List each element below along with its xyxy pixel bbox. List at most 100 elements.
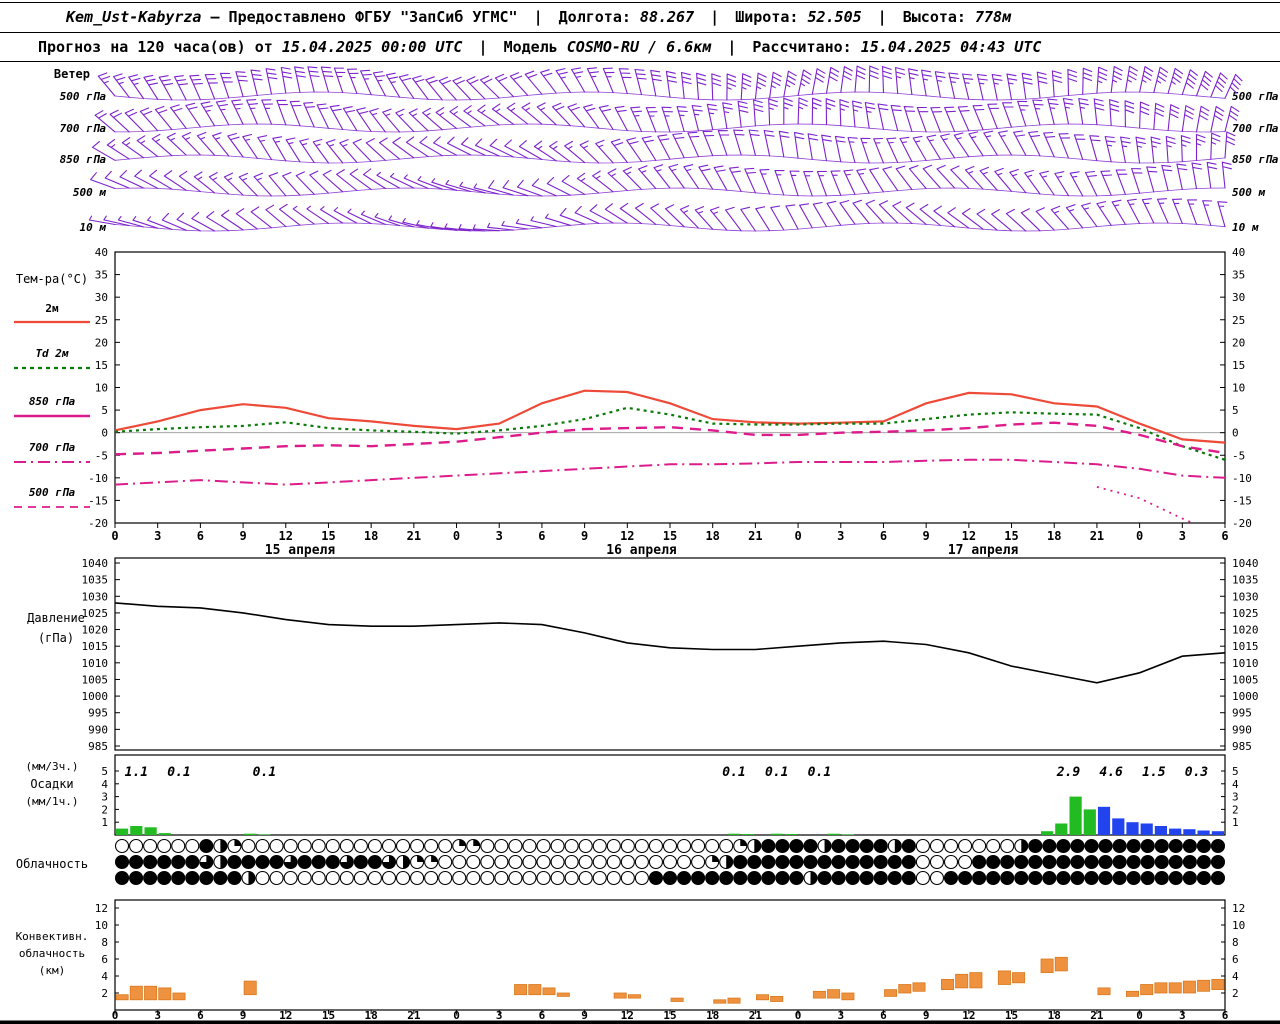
svg-text:15: 15: [1004, 529, 1018, 543]
convective-bar: [713, 999, 727, 1004]
svg-text:4: 4: [101, 778, 108, 791]
svg-text:2: 2: [101, 987, 108, 1000]
svg-text:5: 5: [1232, 404, 1239, 417]
svg-text:12: 12: [620, 529, 634, 543]
cloud-symbol: [395, 870, 411, 886]
convective-bar: [1168, 982, 1182, 994]
svg-text:12: 12: [279, 1009, 292, 1022]
svg-text:4: 4: [1232, 970, 1239, 983]
cloud-symbol: [634, 838, 649, 854]
latitude-label: Широта:: [735, 8, 799, 26]
svg-text:1000: 1000: [82, 690, 109, 703]
svg-text:6: 6: [1232, 953, 1239, 966]
svg-text:15: 15: [663, 1009, 676, 1022]
svg-text:(км): (км): [39, 964, 66, 977]
temperature-legend: Тем-ра(°C) 2м Td 2м 850 гПа 700 гПа 500 гПа: [14, 272, 90, 508]
svg-text:1035: 1035: [1232, 574, 1259, 587]
precip-bar: [116, 828, 129, 835]
precip-bar: [1112, 818, 1125, 835]
cloud-symbol: [367, 838, 382, 854]
temp-series-3: [115, 458, 1225, 486]
svg-text:2м: 2м: [45, 302, 59, 315]
svg-text:15: 15: [95, 359, 108, 372]
svg-text:6: 6: [101, 953, 108, 966]
convective-bar: [670, 997, 684, 1002]
svg-text:850 гПа: 850 гПа: [29, 395, 76, 408]
convective-bar: [884, 989, 898, 997]
svg-text:(гПа): (гПа): [38, 631, 74, 645]
svg-text:1040: 1040: [1232, 557, 1259, 570]
separator: |: [710, 8, 720, 26]
cloud-symbol: [367, 870, 382, 886]
precip-bar: [742, 834, 755, 835]
cloud-symbol: [691, 838, 706, 854]
bottom-rule-group: [0, 1020, 1280, 1024]
svg-text:(мм/1ч.): (мм/1ч.): [26, 795, 79, 808]
svg-text:2: 2: [101, 803, 108, 816]
cloud-symbol: [915, 870, 930, 886]
precip-bar: [770, 833, 783, 835]
cloud-symbol: [522, 870, 537, 886]
cloud-symbol: [480, 870, 495, 886]
svg-text:1: 1: [101, 816, 108, 829]
cloud-symbol: [325, 838, 340, 854]
cloud-symbol: [662, 854, 678, 870]
cloud-symbol: [508, 854, 523, 870]
svg-text:30: 30: [95, 291, 108, 304]
cloud-symbol: [424, 870, 439, 886]
cloud-symbol: [550, 870, 565, 886]
svg-text:6: 6: [197, 1009, 204, 1022]
cloud-symbol: [592, 854, 607, 870]
calc-label: Рассчитано:: [752, 38, 852, 56]
svg-text:Конвективн.: Конвективн.: [16, 930, 89, 943]
precip-bar: [1140, 823, 1153, 835]
svg-text:2: 2: [1232, 803, 1239, 816]
precip-bar: [1211, 831, 1224, 835]
cloud-symbol: [466, 870, 481, 886]
svg-text:Давление: Давление: [27, 611, 85, 625]
header-line-1: Kem_Ust-Kabyrza — Предоставлено ФГБУ "За…: [0, 3, 1280, 33]
svg-text:0: 0: [111, 529, 118, 543]
cloud-symbol: [424, 838, 439, 854]
convective-bar: [542, 987, 556, 996]
svg-text:0: 0: [1136, 1009, 1143, 1022]
svg-text:9: 9: [581, 529, 588, 543]
cloud-symbol: [114, 838, 130, 854]
cloud-symbol: [269, 838, 284, 854]
cloud-symbol: [592, 870, 607, 886]
convective-bar: [1211, 979, 1225, 991]
precip-bar: [258, 834, 271, 835]
svg-text:5: 5: [101, 765, 108, 778]
svg-text:10 м: 10 м: [80, 221, 107, 234]
convective-bar: [1097, 987, 1111, 996]
cloud-symbol: [634, 870, 649, 886]
svg-text:-5: -5: [95, 449, 108, 462]
cloud-symbol: [283, 838, 298, 854]
svg-text:9: 9: [923, 1009, 930, 1022]
wind-panel: Ветер 500 гПа 500 гПа 700 гПа 700 гПа 850 гПа…: [54, 65, 1279, 234]
svg-text:6: 6: [538, 529, 545, 543]
cloud-symbol: [410, 870, 425, 886]
separator: |: [533, 8, 543, 26]
svg-text:18: 18: [1047, 529, 1061, 543]
precip-bar: [1183, 829, 1196, 835]
cloud-symbol: [662, 838, 678, 854]
temperature-series: [115, 389, 1225, 523]
svg-text:40: 40: [1232, 246, 1245, 259]
svg-text:12: 12: [962, 529, 976, 543]
svg-text:20: 20: [1232, 336, 1245, 349]
svg-text:10: 10: [95, 919, 108, 932]
precipitation-panel: 1 12 23 34 45 51.1 0.1 0.1 0.1 0.1 0.1 2.9 4.6 1.5 0.3…: [26, 754, 1239, 836]
cloud-symbol: [297, 838, 312, 854]
convective-bar: [1197, 979, 1211, 992]
cloud-symbol: [466, 854, 481, 870]
cloud-symbol: [438, 854, 453, 870]
cloud-symbol: [438, 870, 453, 886]
precip-bar: [1197, 830, 1210, 835]
cloud-symbol: [986, 838, 1001, 854]
svg-text:3: 3: [837, 529, 844, 543]
cloud-symbol: [564, 854, 579, 870]
svg-text:21: 21: [1090, 529, 1104, 543]
svg-text:500 гПа: 500 гПа: [60, 90, 107, 103]
svg-text:18: 18: [364, 529, 378, 543]
